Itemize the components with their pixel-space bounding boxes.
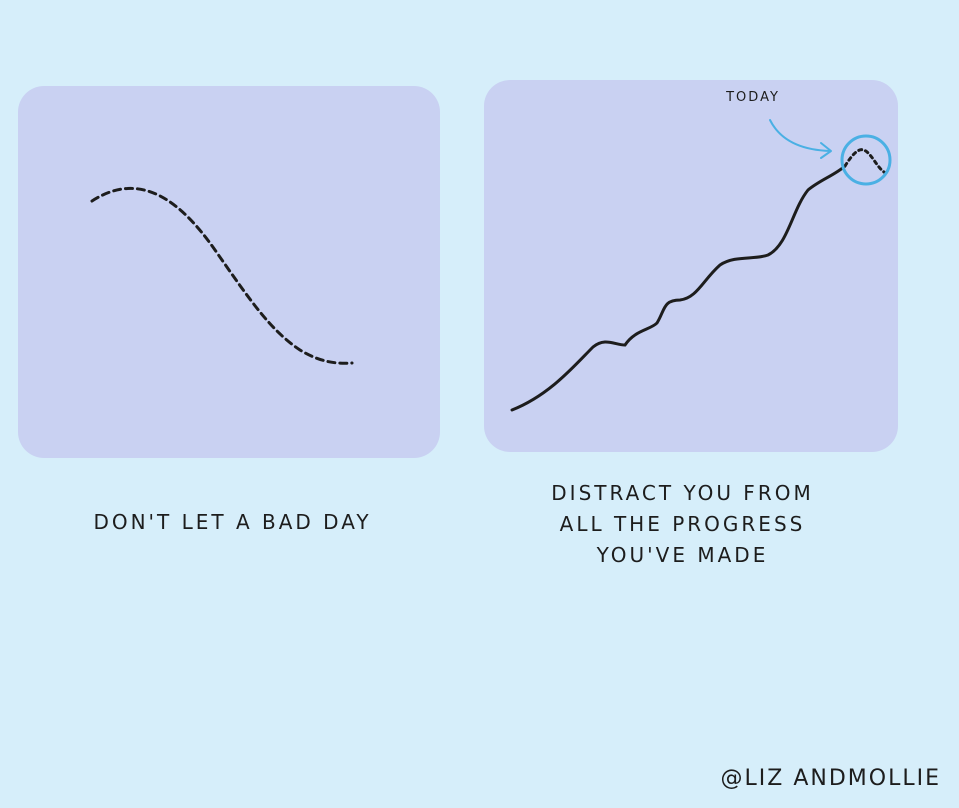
progress-line: [510, 164, 847, 412]
left-caption: DON'T LET A BAD DAY: [93, 510, 372, 534]
bad-day-dashed-curve: [90, 187, 354, 365]
today-arrowhead-icon: [820, 142, 832, 159]
right-panel: [484, 80, 898, 452]
today-dip-dotted: [843, 148, 886, 174]
right-caption-line: ALL THE PROGRESS: [559, 512, 806, 536]
artist-signature: @LIZ ANDMOLLIE: [720, 766, 941, 791]
right-caption-line: DISTRACT YOU FROM: [551, 481, 814, 505]
right-caption-line: YOU'VE MADE: [596, 543, 769, 567]
today-arrow-icon: [769, 119, 831, 152]
today-label: TODAY: [726, 90, 780, 105]
today-highlight-circle: [840, 134, 892, 186]
right-caption: DISTRACT YOU FROM ALL THE PROGRESS YOU'V…: [510, 478, 855, 571]
